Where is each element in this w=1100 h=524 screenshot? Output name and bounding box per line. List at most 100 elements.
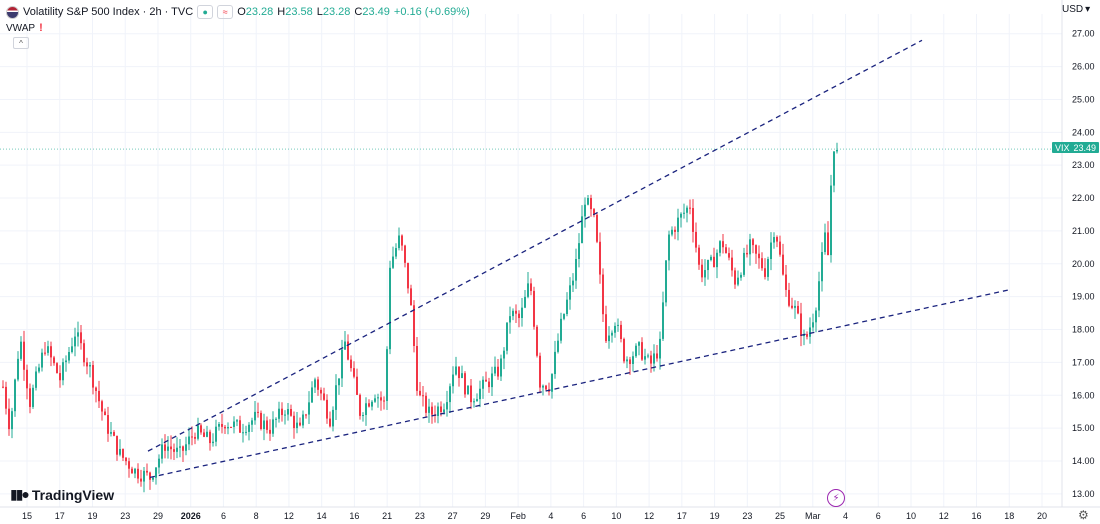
candle-body	[491, 373, 493, 388]
candle-body	[230, 426, 232, 428]
candle-body	[104, 411, 106, 416]
candle-body	[761, 258, 763, 269]
candle-body	[296, 422, 298, 429]
trendline	[147, 39, 923, 452]
indicator-warning-icon[interactable]: !	[39, 22, 43, 34]
candle-body	[758, 253, 760, 259]
price-axis[interactable]: 13.00 14.00 15.00 16.00 17.00 18.00 19.00 20.00…	[1061, 0, 1095, 507]
candle-body	[695, 231, 697, 248]
price-tick-label: 27.00	[1072, 29, 1095, 39]
candle-body	[779, 241, 781, 255]
time-tick-label: 27	[448, 511, 458, 521]
candle-body	[467, 385, 469, 395]
candle-body	[743, 252, 745, 275]
time-tick-label: 6	[581, 511, 586, 521]
candle-body	[245, 431, 247, 433]
candle-body	[392, 256, 394, 268]
candle-body	[425, 395, 427, 413]
candle-body	[248, 424, 250, 432]
candle-body	[272, 419, 274, 434]
candle-body	[749, 239, 751, 255]
candle-body	[50, 346, 52, 358]
candle-body	[521, 307, 523, 318]
candle-body	[329, 418, 331, 427]
candle-body	[476, 399, 478, 402]
gear-icon[interactable]: ⚙	[1078, 508, 1089, 522]
candle-body	[161, 444, 163, 459]
symbol-title[interactable]: Volatility S&P 500 Index · 2h · TVC	[23, 6, 194, 18]
candle-body	[515, 310, 517, 314]
candle-body	[821, 252, 823, 282]
candle-body	[746, 252, 748, 255]
indicator-legend[interactable]: VWAP !	[6, 22, 43, 34]
candle-body	[698, 247, 700, 265]
candle-body	[62, 362, 64, 381]
candle-body	[395, 248, 397, 257]
candle-body	[437, 406, 439, 417]
candle-body	[455, 366, 457, 375]
candle-body	[377, 397, 379, 399]
candle-body	[452, 374, 454, 387]
compare-icon[interactable]: ≈	[217, 5, 234, 19]
time-tick-label: 25	[775, 511, 785, 521]
candle-body	[824, 232, 826, 253]
candle-body	[227, 426, 229, 429]
candle-body	[485, 379, 487, 382]
candle-body	[674, 229, 676, 232]
currency-label[interactable]: USD	[1062, 4, 1084, 15]
candle-body	[665, 260, 667, 303]
candle-body	[536, 326, 538, 356]
tradingview-logo[interactable]: ▮▮● TradingView	[10, 486, 114, 503]
lightning-icon[interactable]: ⚡	[827, 489, 845, 507]
candle-body	[542, 385, 544, 388]
candle-body	[74, 336, 76, 347]
time-tick-label: 19	[87, 511, 97, 521]
candle-body	[260, 412, 262, 430]
candle-body	[242, 432, 244, 434]
candle-body	[812, 322, 814, 328]
candle-body	[737, 277, 739, 285]
candle-body	[731, 257, 733, 271]
candle-body	[59, 373, 61, 381]
candle-body	[257, 411, 259, 413]
candle-body	[146, 470, 148, 473]
candle-body	[8, 408, 10, 430]
candle-body	[275, 418, 277, 420]
trendlines-layer[interactable]	[147, 39, 1009, 479]
candle-body	[641, 342, 643, 360]
price-tick-label: 23.00	[1072, 160, 1095, 170]
currency-selector[interactable]: USD ▾	[1062, 4, 1090, 15]
time-axis[interactable]: 15 17 19 23 29 2026 6 8 12 14 16 21 23 27 29 Feb 4 6 10 12 1…	[0, 506, 1100, 521]
candle-body	[593, 209, 595, 215]
candle-body	[662, 302, 664, 339]
candle-body	[776, 237, 778, 242]
candle-body	[11, 411, 13, 430]
candle-body	[626, 359, 628, 362]
candle-body	[659, 338, 661, 359]
candle-body	[218, 424, 220, 427]
price-tick-label: 22.00	[1072, 193, 1095, 203]
candle-body	[608, 335, 610, 342]
candle-body	[341, 349, 343, 379]
candle-body	[149, 472, 151, 480]
candle-body	[716, 252, 718, 268]
candle-body	[209, 431, 211, 444]
candle-body	[788, 289, 790, 306]
candle-body	[560, 318, 562, 341]
candle-body	[284, 414, 286, 416]
candle-body	[278, 408, 280, 419]
candle-body	[98, 390, 100, 402]
candle-body	[401, 235, 403, 246]
chart-grid	[0, 14, 1062, 507]
time-tick-label: 8	[254, 511, 259, 521]
candle-body	[173, 449, 175, 452]
candle-body	[512, 310, 514, 317]
indicator-name[interactable]: VWAP	[6, 22, 36, 34]
chevron-down-icon: ▾	[1085, 4, 1091, 15]
candle-body	[323, 393, 325, 400]
candle-body	[308, 402, 310, 415]
collapse-legend-icon[interactable]: ^	[13, 37, 29, 49]
candle-body	[704, 270, 706, 278]
candle-body	[602, 274, 604, 315]
